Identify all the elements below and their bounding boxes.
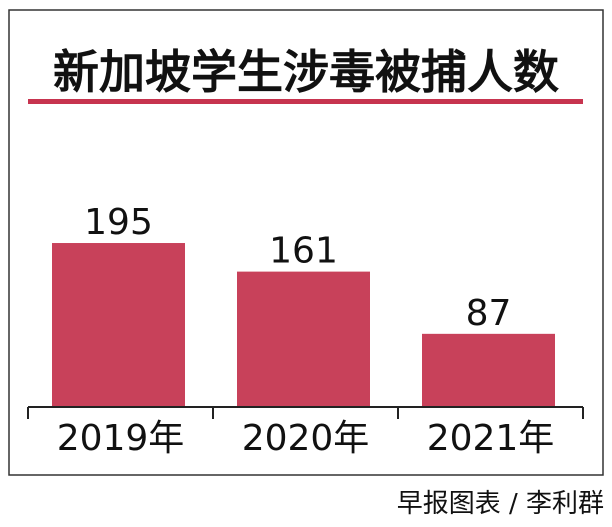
bar-value-label-1: 161	[269, 231, 338, 272]
bars-group	[52, 243, 555, 407]
source-credit: 早报图表 / 李利群	[397, 489, 604, 519]
bar-1	[237, 271, 370, 407]
bar-value-label-2: 87	[466, 293, 512, 334]
value-labels-group: 195 161 87	[84, 202, 511, 334]
title-underline	[28, 99, 583, 104]
bar-value-label-0: 195	[84, 202, 153, 243]
x-axis-ticks-group	[27, 407, 584, 419]
bar-0	[52, 243, 185, 407]
x-tick-label-0: 2019年	[57, 418, 185, 459]
x-axis-labels-group: 2019年 2020年 2021年	[57, 418, 555, 459]
chart-frame	[8, 9, 604, 476]
x-tick-label-2: 2021年	[427, 418, 555, 459]
x-tick-label-1: 2020年	[242, 418, 370, 459]
bar-2	[422, 333, 555, 407]
chart-title: 新加坡学生涉毒被捕人数	[53, 45, 559, 99]
